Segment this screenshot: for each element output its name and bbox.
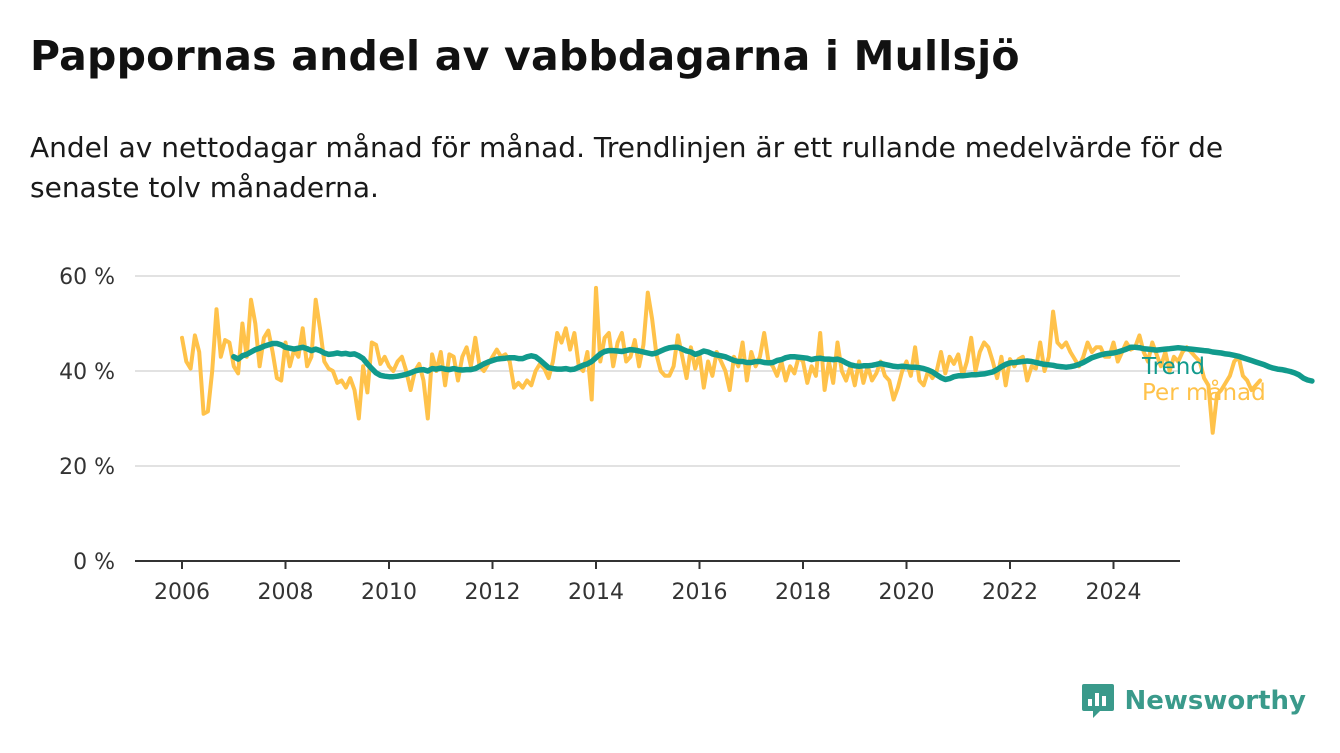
legend: Trend Per månad xyxy=(1141,354,1266,406)
chart-title: Pappornas andel av vabbdagarna i Mullsjö xyxy=(30,32,1020,80)
x-tick-label: 2006 xyxy=(154,580,210,605)
y-tick-label: 0 % xyxy=(73,550,115,575)
x-tick-label: 2022 xyxy=(982,580,1038,605)
series-line-per-manad xyxy=(180,285,1263,435)
x-tick-label: 2010 xyxy=(361,580,417,605)
gridlines xyxy=(135,275,1180,467)
x-tick-label: 2008 xyxy=(258,580,314,605)
legend-label-trend: Trend xyxy=(1141,354,1205,380)
x-tick-label: 2018 xyxy=(775,580,831,605)
x-tick-label: 2020 xyxy=(879,580,935,605)
y-tick-label: 60 % xyxy=(59,265,115,290)
series-lines xyxy=(180,285,1315,435)
x-axis-tick-labels: 2006 2008 2010 2012 2014 2016 2018 2020 2022 2024 xyxy=(154,561,1142,605)
legend-label-monthly: Per månad xyxy=(1142,378,1266,406)
y-tick-label: 40 % xyxy=(59,360,115,385)
y-axis-tick-labels: 0 % 20 % 40 % 60 % xyxy=(59,265,115,575)
brand-name: Newsworthy xyxy=(1124,686,1306,716)
brand-logo: Newsworthy xyxy=(1081,682,1306,720)
x-tick-label: 2024 xyxy=(1086,580,1142,605)
newsworthy-logo-icon xyxy=(1081,684,1114,718)
x-tick-label: 2016 xyxy=(672,580,728,605)
series-line-trend xyxy=(231,340,1315,384)
x-tick-label: 2012 xyxy=(465,580,521,605)
y-tick-label: 20 % xyxy=(59,455,115,480)
x-tick-label: 2014 xyxy=(568,580,624,605)
chart-subtitle: Andel av nettodagar månad för månad. Tre… xyxy=(30,131,1224,204)
